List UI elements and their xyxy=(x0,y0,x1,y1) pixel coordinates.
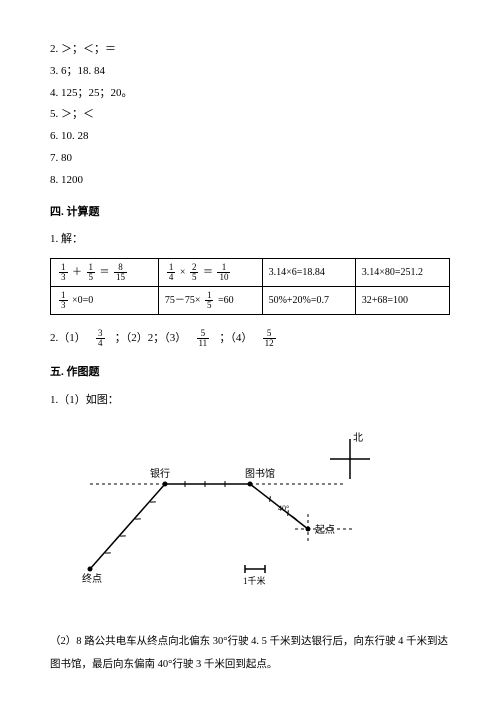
table-cell: 50%+20%=0.7 xyxy=(262,287,355,315)
answer-line-2: 2. ＞；＜；＝ xyxy=(50,40,450,60)
section4-item2: 2.（1） 34 ；（2）2；（3） 511 ；（4） 512 xyxy=(50,329,450,349)
library-label: 图书馆 xyxy=(245,467,275,480)
answer-line-7: 7. 80 xyxy=(50,149,450,169)
answer-line-8: 8. 1200 xyxy=(50,171,450,191)
bank-label: 银行 xyxy=(150,467,170,480)
table-cell: 75－75× 15 =60 xyxy=(158,287,262,315)
answer-line-4: 4. 125；25；20。 xyxy=(50,84,450,104)
start-label: 起点 xyxy=(315,524,335,536)
calc-table: 13 ＋ 15 ＝ 815 14 × 25 ＝ 110 3.14×6=18.84… xyxy=(50,258,450,315)
north-label: 北 xyxy=(353,432,363,444)
answer-line-5: 5. ＞；＜ xyxy=(50,105,450,125)
end-label: 终点 xyxy=(82,572,102,585)
answer-line-3: 3. 6；18. 84 xyxy=(50,62,450,82)
table-cell: 3.14×6=18.84 xyxy=(262,259,355,287)
answer-line-6: 6. 10. 28 xyxy=(50,127,450,147)
section4-title: 四. 计算题 xyxy=(50,203,450,223)
section4-item1-label: 1. 解： xyxy=(50,230,450,250)
table-cell: 13 ＋ 15 ＝ 815 xyxy=(51,259,159,287)
section5-item2-text: （2）8 路公共电车从终点向北偏东 30°行驶 4. 5 千米到达银行后，向东行… xyxy=(50,630,450,676)
table-cell: 3.14×80=251.2 xyxy=(355,259,449,287)
angle-label: 40° xyxy=(278,504,289,513)
table-cell: 14 × 25 ＝ 110 xyxy=(158,259,262,287)
table-cell: 32+68=100 xyxy=(355,287,449,315)
scale-label: 1千米 xyxy=(243,575,266,586)
section5-title: 五. 作图题 xyxy=(50,363,450,383)
route-diagram: 北 银行 图书馆 起点 终点 40° xyxy=(50,429,450,607)
table-cell: 13 ×0=0 xyxy=(51,287,159,315)
section5-item1-label: 1.（1）如图： xyxy=(50,391,450,411)
